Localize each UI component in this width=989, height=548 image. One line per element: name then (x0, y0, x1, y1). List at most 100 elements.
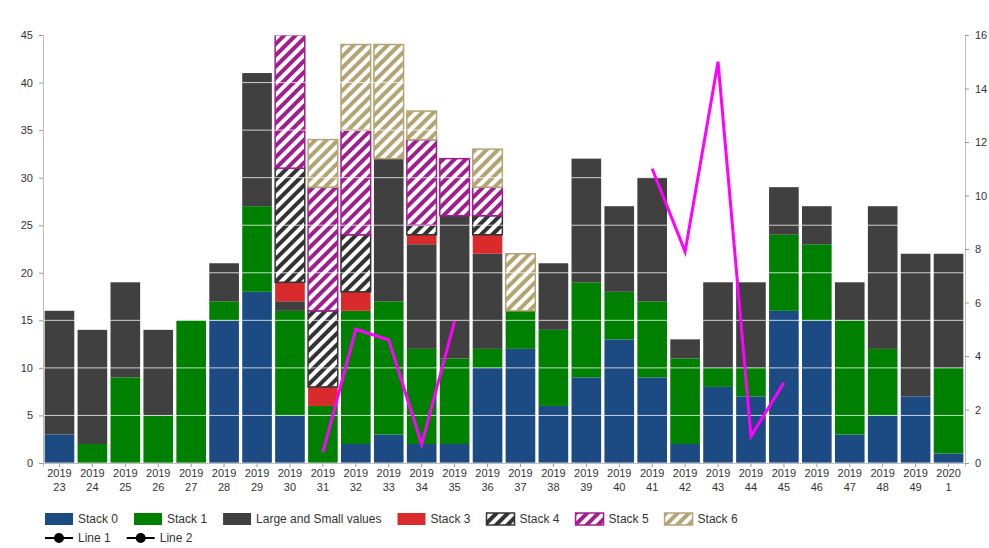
bar (802, 320, 832, 463)
x-tick-label: 201943 (706, 467, 730, 493)
x-tick-line: 24 (86, 481, 98, 493)
y-tick: 0 (27, 457, 43, 469)
bar (703, 368, 733, 387)
x-tick-label: 201938 (541, 467, 565, 493)
legend-label: Stack 6 (698, 512, 738, 526)
x-tick-line: 2019 (146, 467, 170, 479)
bar (572, 158, 602, 159)
bar (901, 253, 931, 254)
x-tick: 201941 (640, 463, 664, 493)
y2-tick-mark (965, 410, 969, 411)
bar (78, 330, 108, 444)
x-tick-label: 201926 (146, 467, 170, 493)
bar (143, 329, 173, 330)
x-tick-line: 43 (712, 481, 724, 493)
bar (440, 159, 470, 216)
bar (275, 282, 305, 301)
x-tick-line: 2019 (903, 467, 927, 479)
x-tick: 201928 (212, 463, 236, 493)
y-tick-label: 10 (21, 362, 33, 374)
x-tick-label: 201934 (409, 467, 433, 493)
bar (242, 73, 272, 74)
legend-item: Stack 3 (397, 512, 470, 526)
bar (473, 187, 503, 216)
bar-series (78, 206, 964, 463)
x-tick-label: 201923 (47, 467, 71, 493)
x-axis: 2019232019242019252019262019272019282019… (44, 463, 966, 493)
plot-area (45, 35, 964, 463)
x-tick-line: 36 (481, 481, 493, 493)
x-tick: 201948 (870, 463, 894, 493)
y2-tick: 0 (965, 457, 981, 469)
legend-item: Stack 6 (665, 512, 738, 526)
bar (143, 329, 173, 330)
y-tick-mark (39, 415, 43, 416)
bar (703, 282, 733, 283)
y2-tick-mark (965, 35, 969, 36)
legend-label: Stack 4 (520, 512, 560, 526)
x-tick-label: 201940 (607, 467, 631, 493)
legend-item: Line 1 (45, 531, 111, 545)
x-tick-line: 2019 (772, 467, 796, 479)
y-axis-line (39, 36, 44, 464)
bar (275, 301, 305, 311)
y-tick-label: 15 (21, 314, 33, 326)
legend-label: Stack 1 (167, 512, 207, 526)
bar (111, 377, 141, 463)
bar (242, 73, 272, 206)
x-tick: 201942 (673, 463, 697, 493)
bar (473, 149, 503, 187)
x-tick-line: 2019 (113, 467, 137, 479)
x-tick-label: 201928 (212, 467, 236, 493)
bar (703, 282, 733, 283)
x-tick-line: 28 (218, 481, 230, 493)
bar (835, 282, 865, 283)
x-tick-line: 2019 (80, 467, 104, 479)
bar (572, 158, 602, 159)
bar (308, 387, 338, 406)
x-tick: 201930 (278, 463, 302, 493)
grid-line (43, 35, 965, 36)
bar (242, 73, 272, 74)
bar (275, 35, 305, 168)
grid-line (43, 320, 965, 321)
bar (111, 282, 141, 283)
bar (242, 292, 272, 463)
bar (670, 339, 700, 340)
legend-item: Stack 4 (487, 512, 560, 526)
legend-label: Large and Small values (256, 512, 381, 526)
y2-tick: 10 (965, 190, 987, 202)
bar (736, 368, 766, 397)
x-tick-line: 47 (844, 481, 856, 493)
bar (934, 368, 964, 454)
y-tick-label: 40 (21, 77, 33, 89)
bar (45, 434, 75, 463)
x-tick: 201940 (607, 463, 631, 493)
bar (209, 263, 239, 264)
bar (901, 254, 931, 397)
bar (670, 339, 700, 340)
bar (111, 282, 141, 283)
bar (769, 311, 799, 463)
bar (45, 310, 75, 311)
bar (703, 387, 733, 463)
x-tick-label: 201949 (903, 467, 927, 493)
bar (802, 206, 832, 207)
bar (143, 415, 173, 463)
bar (341, 45, 371, 131)
y2-tick: 2 (965, 404, 981, 416)
y2-tick-label: 10 (975, 190, 987, 202)
x-tick-label: 201933 (377, 467, 401, 493)
bar (736, 282, 766, 283)
bar (176, 320, 206, 463)
y2-tick: 14 (965, 83, 987, 95)
bar (868, 415, 898, 463)
bar (670, 339, 700, 340)
x-tick-line: 2019 (640, 467, 664, 479)
bar (209, 320, 239, 463)
x-tick: 201939 (574, 463, 598, 493)
x-tick-line: 35 (448, 481, 460, 493)
x-tick-line: 39 (580, 481, 592, 493)
bar (736, 282, 766, 283)
bar (506, 254, 536, 311)
